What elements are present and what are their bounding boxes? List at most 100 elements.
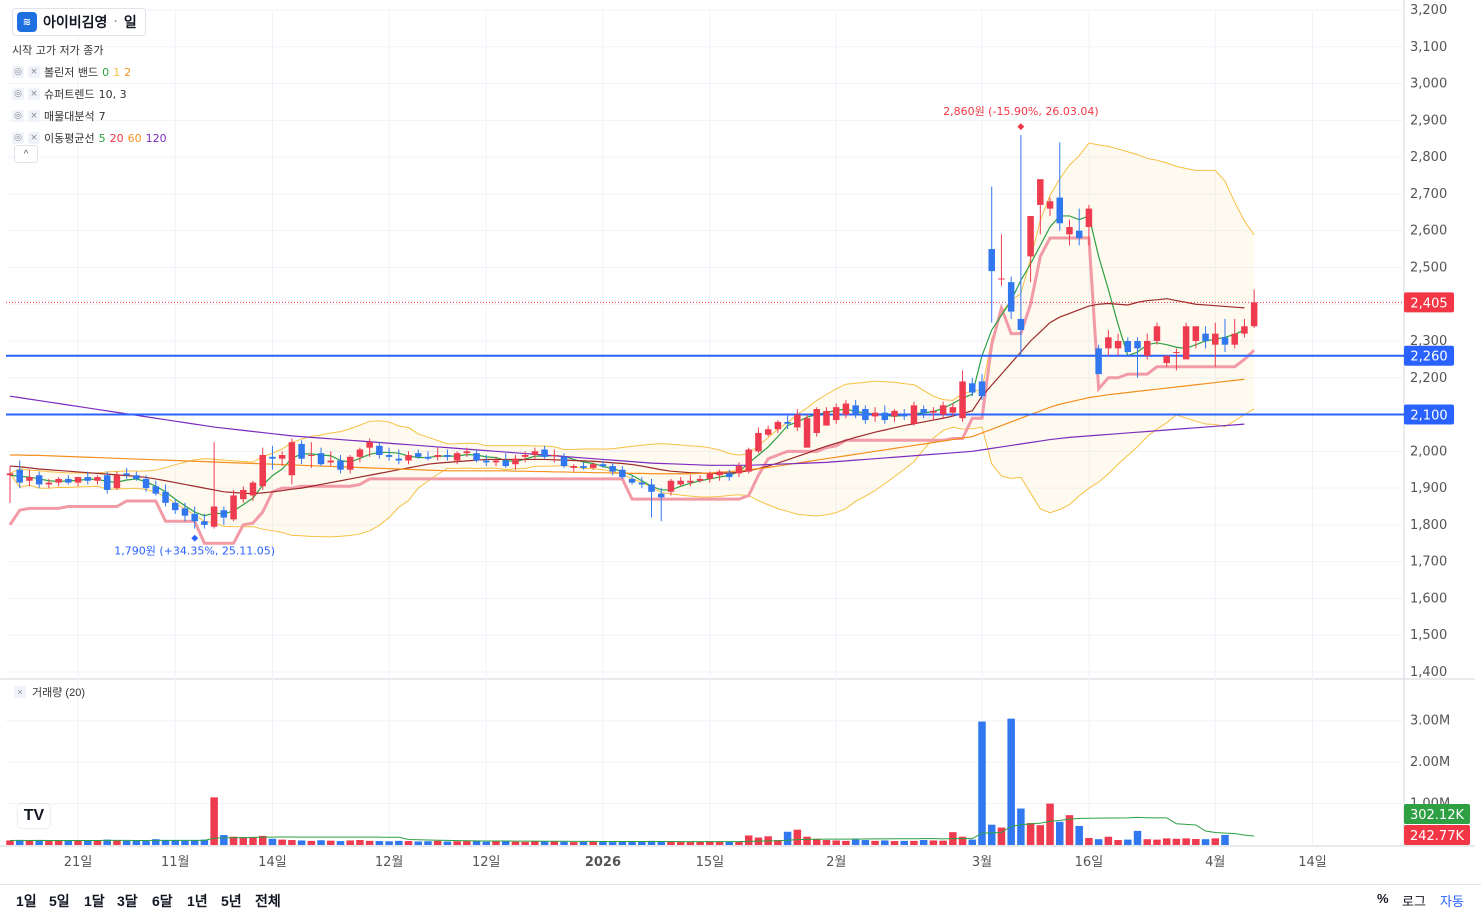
- price-tick: 3,200: [1410, 3, 1447, 18]
- eye-icon[interactable]: ◎: [12, 110, 24, 122]
- indicator-row[interactable]: ◎ × 이동평균선 5 20 60 120: [12, 130, 167, 146]
- volume-bar: [25, 840, 34, 845]
- volume-bar: [939, 840, 947, 845]
- indicator-row[interactable]: ◎ × 매물대분석 7: [12, 108, 167, 124]
- candle-body: [842, 403, 850, 415]
- volume-bar: [356, 840, 364, 845]
- volume-bar: [968, 839, 977, 845]
- candle-body: [832, 407, 840, 421]
- volume-bar: [84, 840, 92, 845]
- volume-bar: [958, 836, 967, 845]
- candle-body: [288, 442, 296, 476]
- volume-bar: [997, 827, 1006, 845]
- candle-body: [619, 469, 626, 478]
- close-icon[interactable]: ×: [28, 132, 40, 144]
- close-icon[interactable]: ×: [28, 66, 40, 78]
- tf-5y[interactable]: 5년: [221, 893, 242, 909]
- volume-bar: [45, 841, 53, 845]
- tf-1m[interactable]: 1달: [84, 893, 105, 909]
- volume-bar: [258, 835, 267, 845]
- volume-bar: [1192, 838, 1200, 845]
- volume-bar: [706, 841, 714, 845]
- volume-bar: [1056, 821, 1064, 845]
- candle-body: [1056, 197, 1064, 224]
- candle-body: [609, 466, 616, 472]
- volume-bar: [424, 841, 432, 845]
- moving-averages: [6, 215, 1404, 517]
- candle-body: [463, 451, 471, 454]
- price-tick: 3,100: [1410, 40, 1447, 55]
- supertrend-line: [8, 236, 1256, 545]
- indicator-param: 5: [98, 131, 106, 145]
- time-tick: 2026: [585, 855, 621, 870]
- volume-bar: [861, 840, 870, 845]
- volume-bar: [239, 837, 248, 845]
- eye-icon[interactable]: ◎: [12, 132, 24, 144]
- volume-bar: [657, 841, 665, 845]
- tf-5d[interactable]: 5일: [49, 893, 70, 909]
- indicator-name: 볼린저 밴드: [44, 66, 99, 79]
- volume-bar: [919, 840, 928, 845]
- candle-body: [794, 414, 801, 428]
- volume-bar: [443, 841, 452, 845]
- volume-bar: [190, 840, 199, 845]
- volume-bar: [1007, 718, 1015, 845]
- candle-body: [813, 409, 821, 433]
- candle-body: [551, 455, 558, 457]
- volume-tick: 3.00M: [1410, 714, 1450, 729]
- interval: 일: [123, 15, 137, 31]
- level-tag-upper-bg: [1404, 345, 1454, 366]
- price-tick: 2,700: [1410, 187, 1447, 202]
- tf-all[interactable]: 전체: [255, 893, 281, 909]
- candle-body: [414, 453, 422, 457]
- volume-bars: [6, 718, 1255, 845]
- candle-body: [1231, 333, 1238, 345]
- eye-icon[interactable]: ◎: [12, 66, 24, 78]
- close-icon[interactable]: ×: [28, 88, 40, 100]
- candle-body: [210, 506, 218, 527]
- percent-toggle[interactable]: %: [1377, 891, 1389, 906]
- tradingview-logo[interactable]: TV: [18, 804, 50, 828]
- candle-body: [201, 521, 208, 525]
- tf-6m[interactable]: 6달: [152, 893, 173, 909]
- eye-icon[interactable]: ◎: [12, 88, 24, 100]
- candles: [6, 135, 1258, 529]
- tf-3m[interactable]: 3달: [117, 893, 138, 909]
- price-tick: 1,400: [1410, 665, 1447, 680]
- volume-bar: [482, 841, 491, 845]
- indicator-row[interactable]: ◎ × 슈퍼트렌드 10, 3: [12, 86, 167, 102]
- vol-ma-tag-bg: [1404, 804, 1470, 824]
- close-icon[interactable]: ×: [14, 686, 26, 698]
- symbol-box[interactable]: ≋ 아이비김영 · 일: [12, 8, 146, 36]
- volume-bar: [346, 840, 354, 845]
- indicator-param: 0: [102, 65, 110, 79]
- candle-body: [1143, 341, 1151, 356]
- indicator-row[interactable]: ◎ × 볼린저 밴드 0 1 2: [12, 64, 167, 80]
- log-toggle[interactable]: 로그: [1402, 894, 1426, 909]
- volume-bar: [667, 841, 675, 845]
- volume-bar: [570, 842, 578, 845]
- candle-body: [589, 464, 597, 468]
- vol-current-tag-bg: [1404, 825, 1470, 845]
- tf-1y[interactable]: 1년: [187, 893, 208, 909]
- tf-1d[interactable]: 1일: [16, 893, 37, 909]
- close-icon[interactable]: ×: [28, 110, 40, 122]
- candle-body: [784, 421, 791, 424]
- axes: 3,200 3,100 3,000 2,900 2,800 2,700 2,600 2,500…: [64, 3, 1470, 870]
- current-price-tag-bg: [1404, 292, 1454, 313]
- volume-bar: [1162, 838, 1171, 845]
- volume-bar: [987, 824, 996, 845]
- volume-bar: [142, 841, 150, 845]
- low-marker: ◆: [191, 533, 198, 543]
- time-tick: 16일: [1075, 855, 1104, 870]
- candle-body: [1212, 333, 1219, 345]
- volume-bar: [297, 840, 306, 845]
- collapse-legend-button[interactable]: ^: [14, 145, 38, 163]
- volume-bar: [404, 841, 413, 845]
- vol-current-tag: 242.77K: [1410, 829, 1464, 844]
- volume-bar: [1124, 839, 1132, 845]
- candle-body: [317, 453, 325, 465]
- auto-toggle[interactable]: 자동: [1440, 894, 1464, 909]
- price-tick: 2,000: [1410, 444, 1447, 459]
